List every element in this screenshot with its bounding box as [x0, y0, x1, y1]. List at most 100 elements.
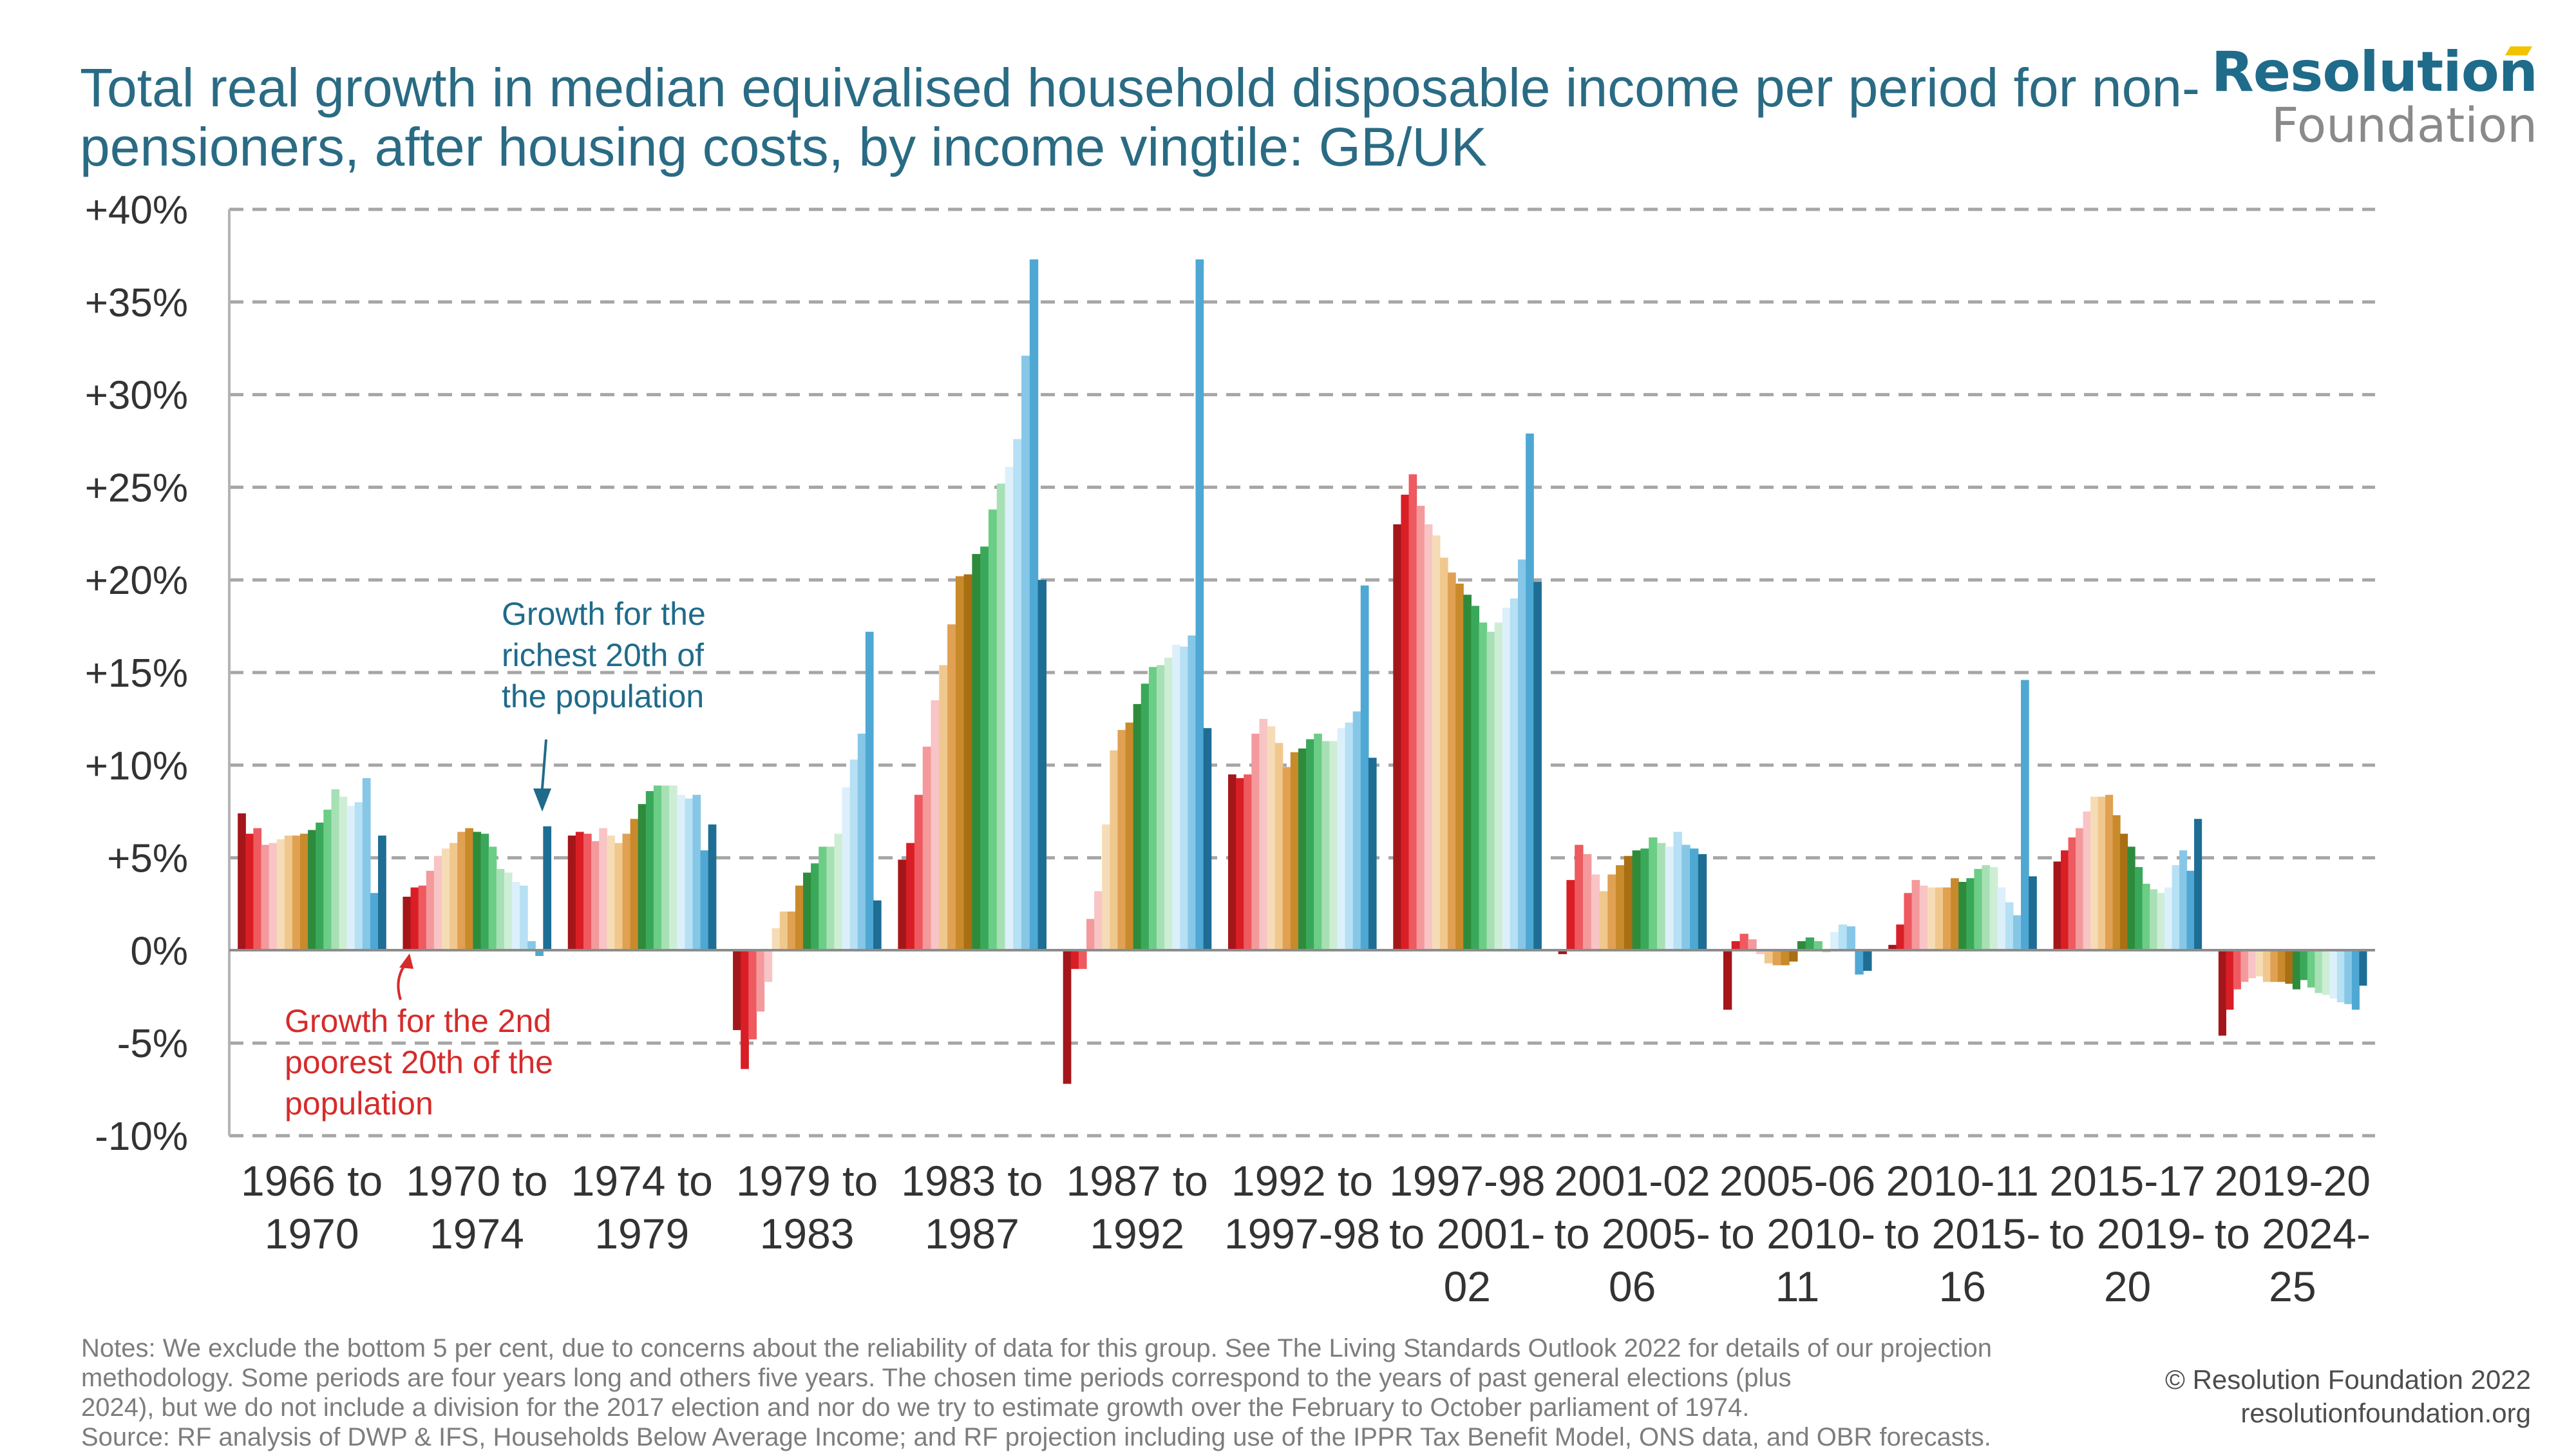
bar	[1502, 607, 1511, 951]
bar	[2135, 866, 2143, 951]
bar	[2090, 796, 2099, 951]
bar	[1408, 474, 1417, 951]
bar	[1494, 622, 1503, 951]
bar	[1591, 874, 1600, 951]
bar	[1797, 941, 1806, 951]
bar	[378, 836, 386, 951]
bar	[2329, 950, 2338, 999]
bar	[2233, 950, 2241, 989]
y-tick-label: +35%	[85, 281, 188, 325]
bar	[2157, 893, 2165, 951]
annotation-arrow-line	[397, 962, 407, 1000]
bar	[779, 912, 788, 951]
bar	[1855, 950, 1864, 975]
bar	[1352, 711, 1361, 951]
bar	[2076, 828, 2084, 951]
bar-group	[1063, 259, 1212, 1084]
bar	[1942, 887, 1951, 951]
bar-group	[733, 631, 882, 1069]
bar	[441, 848, 450, 951]
x-tick-label: 1983 to	[901, 1157, 1043, 1205]
source-line: Source: RF analysis of DWP & IFS, Househ…	[81, 1423, 1991, 1451]
bar	[906, 843, 915, 951]
bar-group	[2053, 794, 2202, 951]
bar	[1345, 722, 1354, 951]
annotation-text: richest 20th of	[502, 637, 704, 673]
bar	[2262, 950, 2271, 982]
bar	[1448, 572, 1456, 951]
bar	[2150, 889, 2158, 951]
x-tick-label: 11	[1776, 1263, 1820, 1310]
bar	[1989, 866, 1998, 951]
bar	[1195, 259, 1204, 951]
bar	[700, 850, 709, 951]
bar	[669, 785, 677, 951]
bar	[1141, 683, 1150, 951]
bar	[473, 832, 482, 951]
bar	[457, 832, 466, 951]
bar	[1781, 950, 1790, 966]
x-tick-label: 2015-17	[2049, 1157, 2205, 1205]
bar	[1919, 885, 1928, 951]
bar	[488, 846, 497, 951]
bar	[826, 846, 835, 951]
bar	[1070, 950, 1079, 970]
bar	[331, 789, 340, 951]
bar	[1533, 582, 1542, 951]
bar	[653, 785, 662, 951]
bar	[1078, 950, 1087, 970]
x-tick-label: 16	[1939, 1263, 1986, 1310]
bar	[1133, 703, 1142, 951]
bar	[980, 546, 989, 951]
x-tick-label: 1979	[594, 1210, 689, 1257]
bar	[2300, 950, 2308, 980]
bar	[1517, 559, 1526, 951]
bar	[1772, 950, 1781, 966]
bar	[1401, 494, 1410, 951]
website-text: resolutionfoundation.org	[2240, 1398, 2531, 1428]
x-tick-label: 1974	[430, 1210, 524, 1257]
bar	[1298, 748, 1307, 951]
bar	[931, 700, 940, 951]
bar	[284, 836, 293, 951]
bar	[575, 832, 584, 951]
bar	[292, 836, 301, 951]
x-tick-label: 1987 to	[1066, 1157, 1208, 1205]
bar	[2005, 902, 2014, 951]
bar	[1228, 774, 1236, 951]
bar	[1997, 887, 2006, 951]
x-tick-label: 2005-06	[1719, 1157, 1875, 1205]
bar	[496, 868, 505, 951]
bar	[1640, 848, 1649, 951]
bar	[238, 813, 246, 951]
bar	[1805, 937, 1815, 951]
bar	[741, 950, 749, 1069]
bar	[1094, 891, 1103, 951]
bar	[2083, 811, 2091, 951]
bar	[842, 787, 851, 951]
y-tick-label: +30%	[85, 374, 188, 418]
bar	[1416, 506, 1425, 951]
bar	[2307, 950, 2315, 988]
bar	[1486, 631, 1495, 951]
gridlines	[229, 207, 2375, 1138]
bar	[1321, 741, 1330, 951]
bar	[645, 791, 654, 951]
bar	[316, 822, 324, 951]
bar	[1566, 880, 1575, 951]
logo-line-1: Resolution	[2211, 40, 2538, 104]
bar	[2112, 815, 2121, 951]
annotation-text: poorest 20th of the	[285, 1044, 553, 1080]
x-tick-label: 1974 to	[571, 1157, 713, 1205]
bar-group	[1393, 433, 1542, 951]
bar	[1958, 881, 1967, 951]
bar	[756, 950, 765, 1012]
annotation-text: the population	[502, 678, 704, 714]
bar	[2315, 950, 2323, 993]
bars	[238, 259, 2367, 1084]
bar	[1974, 868, 1983, 951]
bar	[1599, 891, 1608, 951]
bar	[591, 841, 600, 951]
bar	[764, 950, 773, 982]
bar	[1575, 845, 1584, 951]
